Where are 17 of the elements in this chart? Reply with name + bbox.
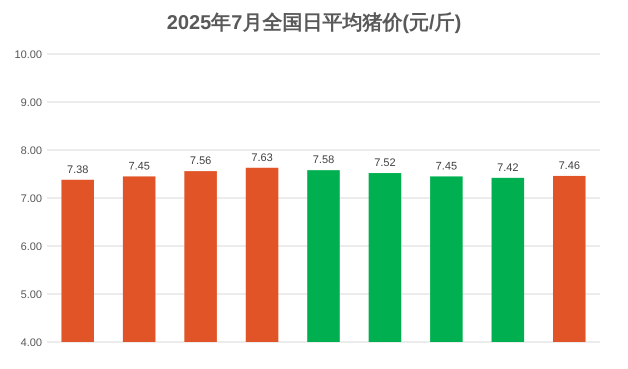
y-tick-label: 10.00 xyxy=(14,48,42,61)
y-tick-label: 5.00 xyxy=(20,288,42,301)
y-tick-label: 4.00 xyxy=(20,336,42,349)
data-label: 7.45 xyxy=(128,160,150,172)
data-label: 7.56 xyxy=(190,155,212,168)
data-label: 7.46 xyxy=(558,160,580,172)
data-label: 7.58 xyxy=(312,154,334,166)
data-label: 7.63 xyxy=(251,152,273,164)
data-label: 7.52 xyxy=(374,157,396,170)
y-tick-label: 6.00 xyxy=(20,240,42,253)
y-tick-label: 7.00 xyxy=(20,192,42,205)
y-tick-label: 8.00 xyxy=(20,144,42,157)
data-label: 7.38 xyxy=(67,164,88,176)
y-tick-label: 9.00 xyxy=(20,96,42,109)
data-label: 7.42 xyxy=(497,162,519,174)
chart-title: 2025年7月全国日平均猪价(元/斤) xyxy=(166,11,462,34)
data-label: 7.45 xyxy=(436,160,458,172)
